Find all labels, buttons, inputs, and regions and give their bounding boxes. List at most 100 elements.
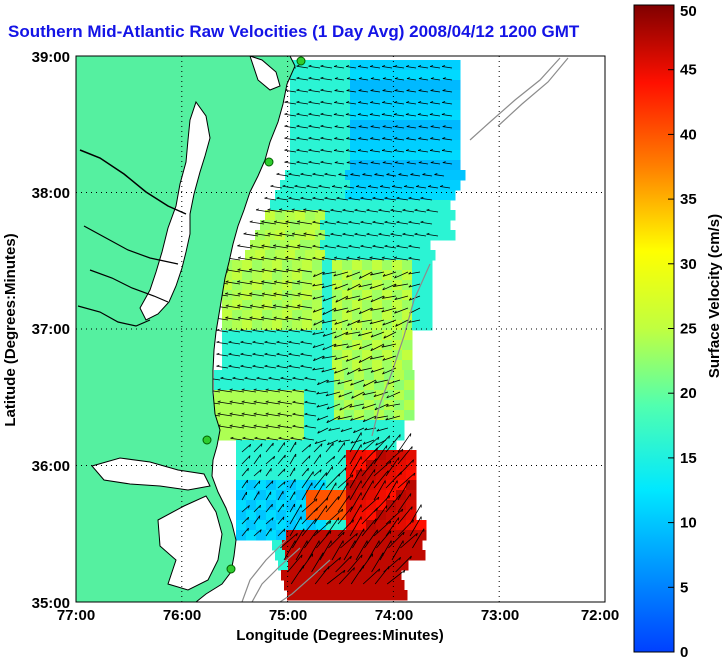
velocity-vector bbox=[350, 565, 364, 585]
vector-head bbox=[396, 244, 400, 247]
vector-head bbox=[272, 442, 274, 447]
velocity-cell bbox=[264, 400, 275, 411]
velocity-cell bbox=[286, 450, 297, 461]
chesapeake-bay bbox=[139, 100, 211, 321]
velocity-vector bbox=[289, 503, 295, 513]
velocity-cell bbox=[405, 550, 416, 561]
vector-head bbox=[334, 256, 338, 259]
vector-head bbox=[428, 185, 432, 187]
velocity-vector bbox=[285, 221, 301, 225]
velocity-vector bbox=[384, 221, 397, 225]
velocity-cell bbox=[304, 420, 315, 431]
velocity-cell bbox=[425, 210, 436, 221]
velocity-cell bbox=[352, 270, 363, 281]
velocity-cell bbox=[360, 90, 371, 101]
vector-head bbox=[320, 100, 324, 103]
velocity-vector bbox=[308, 161, 321, 165]
velocity-vector bbox=[442, 78, 453, 81]
velocity-cell bbox=[365, 210, 376, 221]
velocity-vector bbox=[408, 221, 421, 225]
velocity-vector bbox=[359, 343, 373, 350]
velocity-vector bbox=[394, 162, 405, 165]
velocity-cell bbox=[420, 120, 431, 131]
velocity-vector bbox=[397, 519, 414, 537]
velocity-cell bbox=[312, 290, 323, 301]
velocity-cell bbox=[322, 270, 333, 281]
velocity-cell bbox=[396, 510, 407, 521]
velocity-vector bbox=[334, 283, 349, 290]
velocity-vector bbox=[265, 455, 275, 465]
velocity-vector bbox=[277, 503, 284, 513]
velocity-cell bbox=[354, 380, 365, 391]
velocity-vector bbox=[370, 271, 385, 276]
vector-head bbox=[288, 328, 292, 331]
velocity-vector bbox=[342, 233, 355, 237]
velocity-cell bbox=[282, 320, 293, 331]
velocity-cell bbox=[340, 150, 351, 161]
velocity-vector bbox=[418, 126, 429, 129]
velocity-cell bbox=[252, 330, 263, 341]
velocity-vector bbox=[396, 221, 409, 225]
velocity-cell bbox=[360, 220, 371, 231]
velocity-vector bbox=[276, 197, 289, 201]
vector-head bbox=[297, 256, 301, 259]
velocity-cell bbox=[320, 120, 331, 131]
velocity-vector bbox=[345, 114, 357, 117]
velocity-cell bbox=[325, 550, 336, 561]
velocity-cell bbox=[405, 250, 416, 261]
velocity-cell bbox=[390, 240, 401, 251]
velocity-cell bbox=[380, 150, 391, 161]
velocity-cell bbox=[430, 160, 441, 171]
velocity-vector bbox=[228, 329, 241, 333]
velocity-vector bbox=[397, 433, 412, 453]
velocity-cell bbox=[398, 560, 409, 571]
velocity-vector bbox=[285, 305, 301, 309]
velocity-cell bbox=[340, 80, 351, 91]
velocity-cell bbox=[264, 390, 275, 401]
velocity-cell bbox=[406, 480, 417, 491]
velocity-cell bbox=[370, 120, 381, 131]
vector-head bbox=[399, 494, 401, 498]
velocity-vector bbox=[347, 319, 361, 326]
colorbar-tick-label: 5 bbox=[680, 579, 688, 596]
velocity-cell bbox=[320, 150, 331, 161]
velocity-vector bbox=[367, 540, 380, 561]
vector-head bbox=[430, 77, 434, 80]
velocity-vector bbox=[253, 469, 262, 477]
velocity-cell bbox=[390, 150, 401, 161]
vector-head bbox=[386, 395, 389, 399]
vector-head bbox=[280, 376, 284, 379]
velocity-vector bbox=[363, 379, 377, 387]
velocity-vector bbox=[337, 519, 354, 537]
vector-head bbox=[309, 444, 312, 448]
plot-frame bbox=[75, 55, 606, 603]
vector-head bbox=[317, 430, 320, 434]
vector-head bbox=[358, 346, 362, 350]
vector-head bbox=[406, 125, 410, 127]
velocity-cell bbox=[346, 450, 357, 461]
velocity-vector bbox=[397, 446, 413, 465]
vector-head bbox=[370, 348, 373, 351]
vector-head bbox=[347, 287, 350, 291]
velocity-cell bbox=[410, 150, 421, 161]
velocity-vector bbox=[334, 319, 349, 325]
velocity-cell bbox=[410, 130, 421, 141]
velocity-cell bbox=[420, 70, 431, 81]
vector-head bbox=[418, 89, 422, 91]
x-tick-label: 72:00 bbox=[581, 607, 619, 624]
velocity-vector bbox=[359, 271, 373, 279]
velocity-vector bbox=[319, 540, 332, 561]
velocity-vector bbox=[322, 343, 337, 351]
velocity-cell bbox=[260, 220, 271, 231]
velocity-cell bbox=[392, 540, 403, 551]
velocity-cell bbox=[224, 380, 235, 391]
velocity-vector bbox=[412, 528, 425, 549]
velocity-cell bbox=[266, 520, 277, 531]
velocity-vector bbox=[357, 257, 373, 261]
velocity-vector bbox=[297, 245, 313, 249]
velocity-vector bbox=[406, 126, 417, 129]
velocity-cell bbox=[440, 90, 451, 101]
velocity-cell bbox=[276, 490, 287, 501]
vector-head bbox=[276, 364, 280, 367]
velocity-cell bbox=[282, 540, 293, 551]
